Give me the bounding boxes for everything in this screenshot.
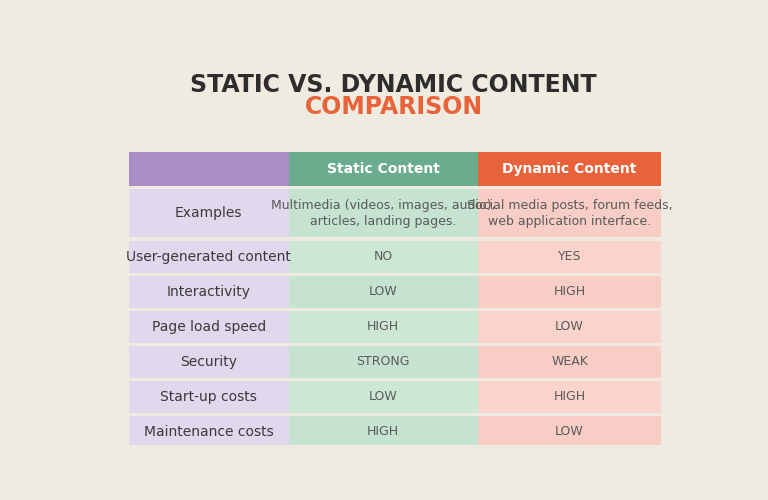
FancyBboxPatch shape	[478, 310, 661, 342]
FancyBboxPatch shape	[129, 276, 289, 308]
FancyBboxPatch shape	[289, 310, 478, 342]
Text: Page load speed: Page load speed	[151, 320, 266, 334]
FancyBboxPatch shape	[289, 416, 478, 448]
Text: STATIC VS. DYNAMIC CONTENT: STATIC VS. DYNAMIC CONTENT	[190, 73, 597, 97]
Text: Multimedia (videos, images, audio),
articles, landing pages.: Multimedia (videos, images, audio), arti…	[271, 198, 495, 228]
Text: HIGH: HIGH	[554, 390, 586, 403]
Text: WEAK: WEAK	[551, 355, 588, 368]
Text: LOW: LOW	[555, 320, 584, 333]
FancyBboxPatch shape	[478, 346, 661, 378]
Text: STRONG: STRONG	[356, 355, 410, 368]
FancyBboxPatch shape	[289, 346, 478, 378]
FancyBboxPatch shape	[478, 152, 661, 186]
FancyBboxPatch shape	[129, 240, 289, 272]
Text: Start-up costs: Start-up costs	[161, 390, 257, 404]
Text: COMPARISON: COMPARISON	[305, 95, 482, 119]
FancyBboxPatch shape	[289, 152, 478, 186]
FancyBboxPatch shape	[129, 190, 289, 238]
Text: HIGH: HIGH	[367, 425, 399, 438]
Text: Static Content: Static Content	[326, 162, 439, 176]
Text: LOW: LOW	[369, 390, 398, 403]
Text: LOW: LOW	[555, 425, 584, 438]
FancyBboxPatch shape	[129, 152, 289, 186]
FancyBboxPatch shape	[289, 190, 478, 238]
FancyBboxPatch shape	[478, 276, 661, 308]
Text: User-generated content: User-generated content	[126, 250, 291, 264]
Text: Dynamic Content: Dynamic Content	[502, 162, 637, 176]
FancyBboxPatch shape	[129, 346, 289, 378]
FancyBboxPatch shape	[478, 380, 661, 412]
FancyBboxPatch shape	[129, 416, 289, 448]
Text: Social media posts, forum feeds,
web application interface.: Social media posts, forum feeds, web app…	[467, 198, 672, 228]
Text: Examples: Examples	[175, 206, 243, 220]
FancyBboxPatch shape	[478, 240, 661, 272]
FancyBboxPatch shape	[289, 380, 478, 412]
Text: NO: NO	[373, 250, 392, 263]
FancyBboxPatch shape	[129, 310, 289, 342]
FancyBboxPatch shape	[478, 416, 661, 448]
FancyBboxPatch shape	[289, 276, 478, 308]
Text: YES: YES	[558, 250, 581, 263]
Text: Security: Security	[180, 354, 237, 368]
FancyBboxPatch shape	[478, 190, 661, 238]
Text: Interactivity: Interactivity	[167, 284, 250, 298]
FancyBboxPatch shape	[129, 380, 289, 412]
Text: Maintenance costs: Maintenance costs	[144, 424, 273, 438]
Text: HIGH: HIGH	[554, 285, 586, 298]
Text: LOW: LOW	[369, 285, 398, 298]
FancyBboxPatch shape	[289, 240, 478, 272]
Text: HIGH: HIGH	[367, 320, 399, 333]
